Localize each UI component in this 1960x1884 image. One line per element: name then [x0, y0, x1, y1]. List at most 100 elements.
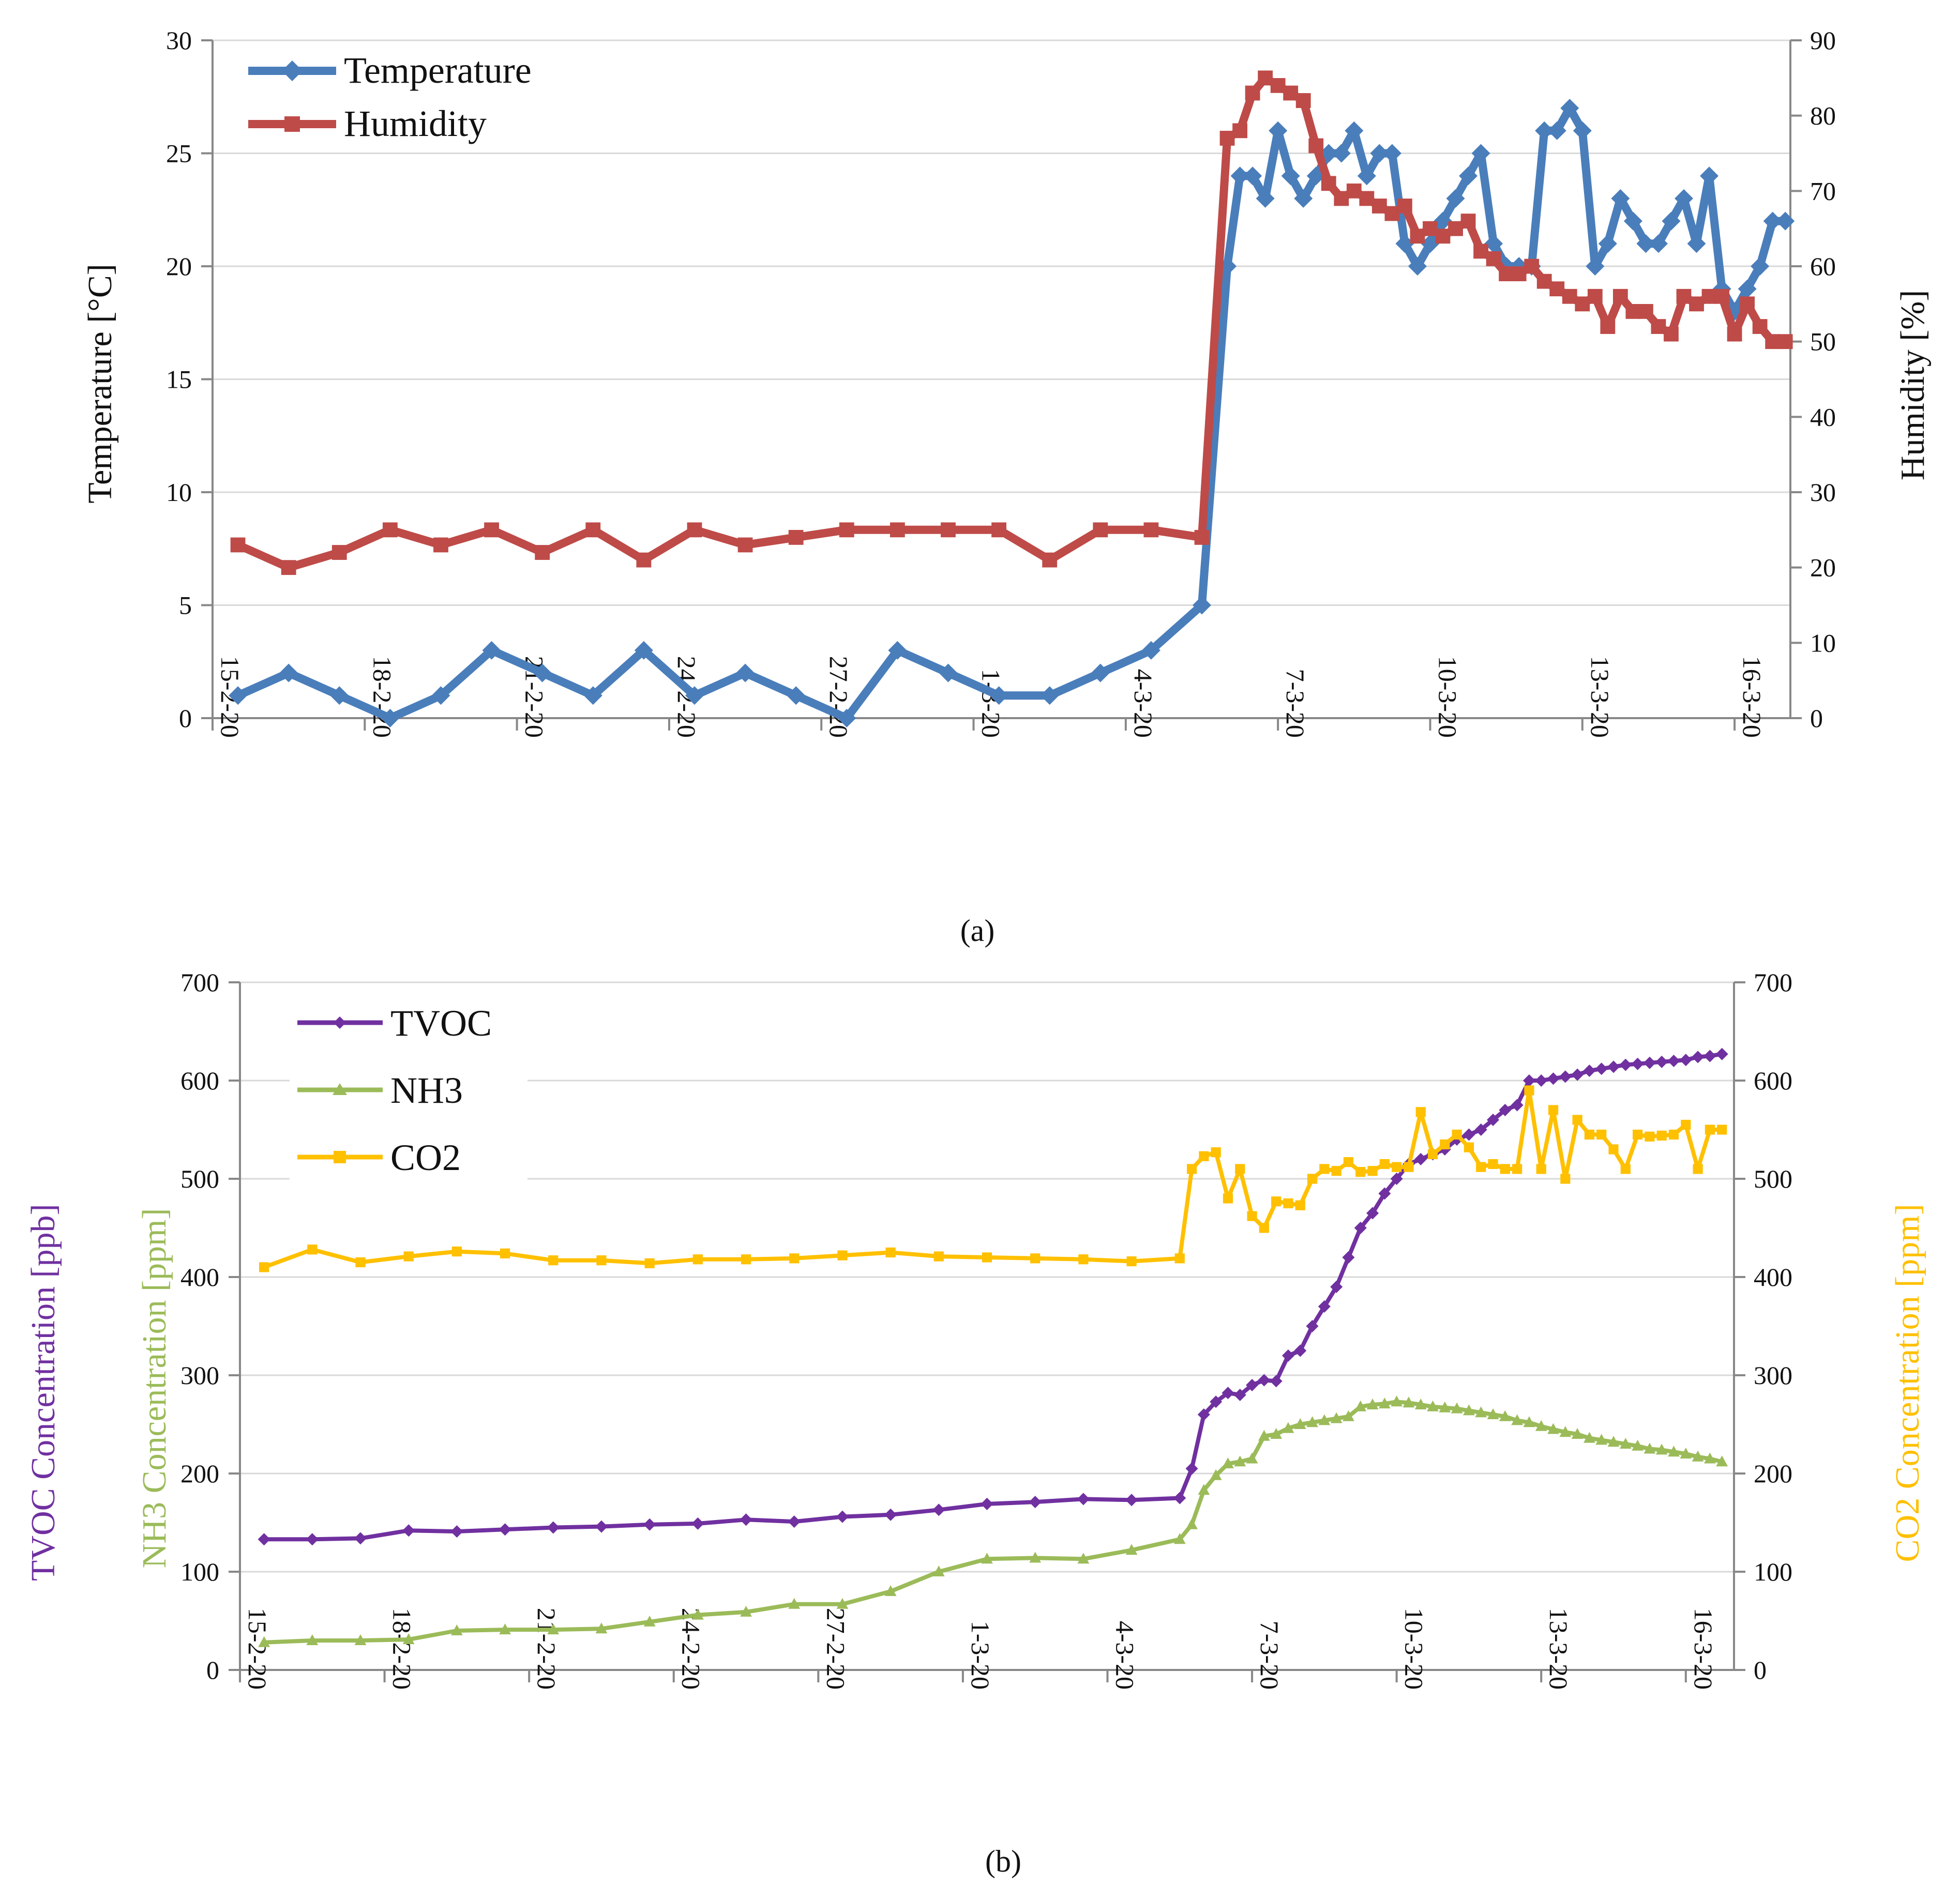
- b-tvoc-point: [1077, 1493, 1090, 1506]
- b-co2-point: [1174, 1253, 1185, 1264]
- a-humidity-point: [1460, 214, 1476, 229]
- a-temperature-point: [1662, 211, 1681, 231]
- a-humidity-point: [1664, 326, 1679, 342]
- a-humidity-point: [1536, 274, 1552, 289]
- a-humidity-point: [1777, 334, 1793, 350]
- a-y-tick-label: 0: [179, 704, 192, 733]
- a-humidity-point: [535, 545, 550, 560]
- b-co2-point: [1645, 1131, 1655, 1142]
- b-tvoc-point: [1643, 1056, 1656, 1069]
- b-x-tick-label: 13-3-20: [1544, 1608, 1573, 1690]
- b-nh3-point: [740, 1605, 752, 1617]
- b-co2-point: [355, 1257, 366, 1268]
- b-nh3-point: [884, 1585, 897, 1596]
- b-co2-point: [1392, 1162, 1402, 1172]
- b-tvoc-point: [1595, 1062, 1608, 1075]
- b-tvoc-point: [1692, 1051, 1705, 1063]
- legend-nh3-label: NH3: [390, 1070, 463, 1111]
- a-y2-tick-label: 20: [1810, 553, 1836, 582]
- b-nh3-point: [1716, 1455, 1728, 1467]
- a-temperature-point: [1471, 144, 1490, 163]
- a-humidity-point: [1384, 206, 1400, 221]
- b-tvoc-point: [1330, 1281, 1343, 1293]
- a-tick-labels: 051015202530010203040506070809015-2-2018…: [166, 26, 1836, 738]
- b-y-tick-label: 300: [180, 1361, 219, 1390]
- b-nh3-point: [1210, 1469, 1222, 1480]
- b-nh3-point: [595, 1622, 608, 1634]
- a-humidity-point: [1397, 199, 1412, 214]
- a-temperature-point: [533, 663, 552, 682]
- b-tvoc-point: [1125, 1494, 1138, 1507]
- b-co2-point: [1584, 1129, 1595, 1140]
- b-co2-point: [1030, 1253, 1041, 1264]
- a-x-tick-label: 27-2-20: [824, 656, 853, 738]
- b-tvoc-point: [1463, 1128, 1475, 1141]
- b-tvoc-point: [1366, 1207, 1379, 1220]
- a-humidity-point: [839, 522, 854, 538]
- a-temperature-point: [634, 641, 653, 660]
- b-tvoc-point: [1354, 1222, 1367, 1234]
- a-humidity-point: [1423, 221, 1438, 236]
- b-co2-point: [1608, 1144, 1619, 1154]
- a-humidity-point: [230, 537, 246, 553]
- a-humidity-point: [1371, 199, 1387, 214]
- b-nh3-point: [1330, 1412, 1343, 1423]
- b-tvoc-point: [1583, 1065, 1596, 1077]
- b-co2-point: [692, 1254, 703, 1265]
- b-series: [258, 1047, 1728, 1647]
- a-temperature-point: [1738, 279, 1757, 298]
- b-nh3-point: [1366, 1399, 1379, 1409]
- a-temperature-point: [1763, 211, 1782, 231]
- b-nh3-point: [1186, 1518, 1198, 1529]
- a-humidity-point: [1587, 288, 1603, 304]
- a-y2-tick-label: 60: [1810, 252, 1836, 281]
- a-y2-tick-label: 50: [1810, 327, 1836, 356]
- a-humidity-point: [1359, 191, 1375, 206]
- b-nh3-point: [547, 1623, 560, 1635]
- b-nh3-point: [1704, 1452, 1716, 1464]
- b-nh3-point: [450, 1624, 463, 1635]
- b-tvoc-point: [1029, 1496, 1042, 1509]
- b-co2-point: [1560, 1174, 1571, 1184]
- a-humidity-point: [1334, 191, 1349, 206]
- b-nh3-point: [1258, 1430, 1270, 1441]
- a-humidity-point: [433, 537, 448, 553]
- b-nh3-point: [1595, 1434, 1608, 1445]
- b-tvoc-point: [884, 1508, 897, 1521]
- a-temperature-point: [1395, 234, 1414, 253]
- b-nh3-point: [1294, 1418, 1306, 1429]
- b-y-tick-label: 100: [180, 1557, 219, 1586]
- a-humidity-point: [1740, 296, 1755, 312]
- a-x-tick-label: 4-3-20: [1129, 669, 1158, 738]
- b-tvoc-point: [1499, 1104, 1512, 1116]
- a-temperature-point: [1091, 663, 1110, 682]
- b-nh3-point: [1125, 1544, 1138, 1555]
- a-humidity-point: [1701, 288, 1717, 304]
- b-y-tick-label: 600: [180, 1066, 219, 1095]
- b-tvoc-point: [981, 1497, 993, 1510]
- b-co2-point: [1596, 1129, 1607, 1140]
- b-tvoc-point: [1390, 1173, 1403, 1185]
- a-temperature-point: [1408, 257, 1427, 276]
- a-axes: [201, 39, 1802, 731]
- b-tvoc-point: [1281, 1349, 1294, 1362]
- b-co2-point: [1620, 1164, 1631, 1174]
- b-co2-point: [451, 1247, 462, 1257]
- panel-b-label: (b): [985, 1844, 1021, 1878]
- a-humidity-point: [788, 530, 804, 545]
- b-co2-point: [1668, 1129, 1679, 1140]
- a-temperature-point: [1345, 121, 1364, 140]
- b-co2-point: [1693, 1164, 1703, 1174]
- b-y2-tick-label: 400: [1754, 1263, 1792, 1292]
- b-co2-point: [1705, 1125, 1715, 1135]
- panel-a-label: (a): [960, 914, 995, 948]
- b-x-tick-label: 27-2-20: [821, 1608, 850, 1690]
- b-nh3-point: [1535, 1420, 1547, 1431]
- b-co2-point: [1548, 1105, 1559, 1115]
- b-tvoc-point: [1487, 1114, 1500, 1126]
- b-nh3-point: [1306, 1416, 1318, 1427]
- a-x-tick-label: 16-3-20: [1738, 656, 1767, 738]
- a-humidity-point: [737, 537, 753, 553]
- a-temperature-point: [431, 686, 450, 705]
- a-humidity-point: [1676, 288, 1692, 304]
